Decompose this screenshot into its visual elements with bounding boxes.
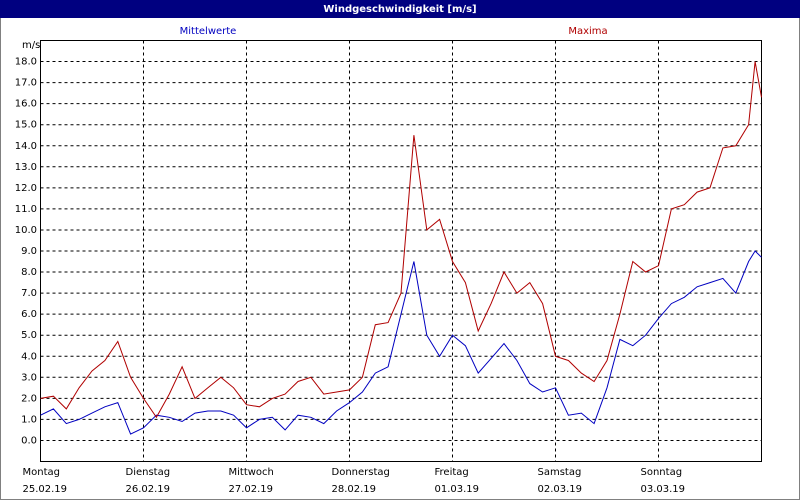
- y-tick-label: 1.0: [21, 414, 37, 425]
- y-tick-label: 10.0: [15, 225, 37, 236]
- y-tick-label: 9.0: [21, 246, 37, 257]
- y-tick-label: 18.0: [15, 57, 37, 68]
- x-tick-label: Freitag: [435, 467, 469, 478]
- x-tick-date: 27.02.19: [229, 484, 274, 495]
- y-tick-label: 16.0: [15, 99, 37, 110]
- y-tick-label: 4.0: [21, 351, 37, 362]
- x-tick-date: 26.02.19: [126, 484, 171, 495]
- legend-entry: Maxima: [568, 26, 607, 37]
- x-tick-label: Samstag: [538, 467, 582, 478]
- y-tick-label: 2.0: [21, 393, 37, 404]
- y-axis-label: m/s: [22, 40, 40, 51]
- y-tick-label: 14.0: [15, 141, 37, 152]
- x-tick-date: 28.02.19: [332, 484, 377, 495]
- y-tick-label: 8.0: [21, 267, 37, 278]
- chart-title: Windgeschwindigkeit [m/s]: [323, 4, 476, 15]
- legend-entry: Mittelwerte: [180, 26, 237, 37]
- y-tick-label: 12.0: [15, 183, 37, 194]
- x-tick-date: 02.03.19: [538, 484, 583, 495]
- y-tick-label: 6.0: [21, 309, 37, 320]
- x-tick-date: 03.03.19: [641, 484, 686, 495]
- y-tick-label: 15.0: [15, 120, 37, 131]
- y-tick-label: 17.0: [15, 78, 37, 89]
- title-bar: [0, 0, 800, 18]
- x-tick-label: Sonntag: [641, 467, 683, 478]
- y-tick-label: 11.0: [15, 204, 37, 215]
- y-tick-label: 0.0: [21, 435, 37, 446]
- y-tick-label: 13.0: [15, 162, 37, 173]
- y-tick-label: 5.0: [21, 330, 37, 341]
- series-line: [40, 61, 762, 419]
- y-tick-label: 7.0: [21, 288, 37, 299]
- y-tick-label: 3.0: [21, 372, 37, 383]
- x-tick-label: Montag: [23, 467, 60, 478]
- series-line: [40, 250, 762, 435]
- x-tick-label: Donnerstag: [332, 467, 390, 478]
- x-tick-label: Dienstag: [126, 467, 171, 478]
- x-tick-date: 01.03.19: [435, 484, 480, 495]
- x-tick-date: 25.02.19: [23, 484, 68, 495]
- x-tick-label: Mittwoch: [229, 467, 274, 478]
